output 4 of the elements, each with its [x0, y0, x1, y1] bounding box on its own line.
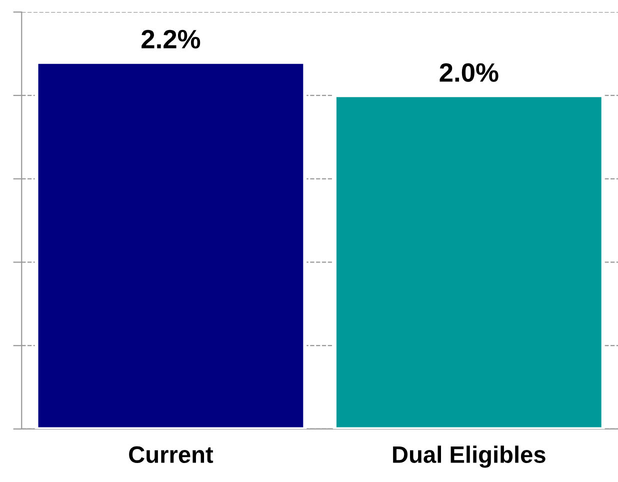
x-tick-label: Current [129, 446, 214, 463]
data-label: 2.0% [440, 63, 498, 82]
data-label: 2.2% [142, 30, 200, 48]
x-tick-label: Dual Eligibles [393, 446, 546, 468]
